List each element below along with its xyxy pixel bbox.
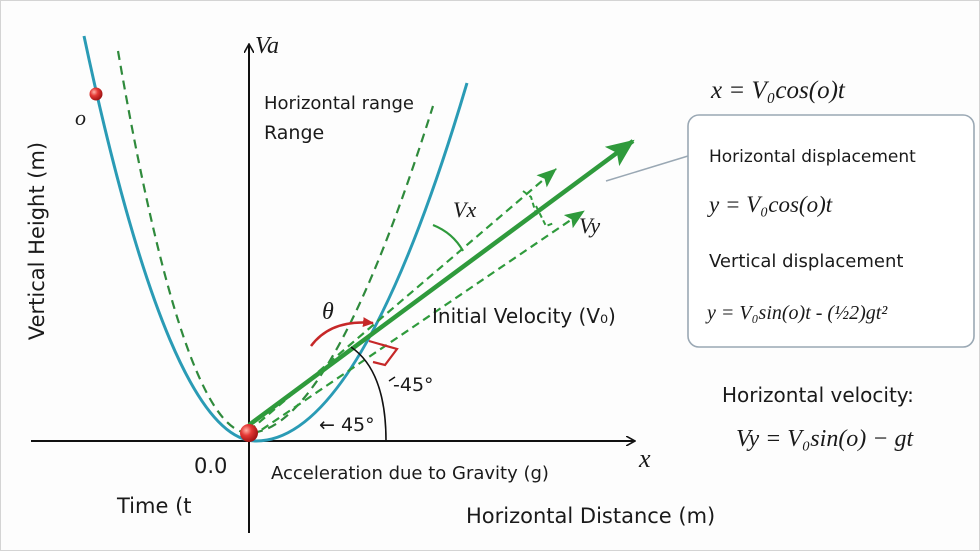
vy-dashed-arrow (250, 210, 585, 438)
initial-velocity-label: Initial Velocity (V₀) (432, 304, 616, 328)
horizontal-axis-title: Horizontal Distance (m) (466, 504, 715, 528)
horizontal-range-label: Horizontal range (264, 93, 414, 114)
theta-rotation-arrow (309, 317, 374, 347)
ball-marker-top (89, 87, 103, 101)
box-horizontal-formula: y = V₀cos(o)t (707, 192, 833, 217)
box-vertical-heading: Vertical displacement (709, 251, 903, 272)
x-axis-symbol: x (638, 444, 651, 473)
equation-top: x = V₀cos(o)t (710, 77, 846, 104)
theta-label: θ (322, 299, 334, 325)
initial-velocity-arrow (247, 139, 635, 427)
trajectory-curve (82, 35, 469, 443)
right-angle-marker (368, 339, 399, 367)
ball-marker-origin (240, 424, 258, 442)
vx-label: Vx (453, 197, 476, 222)
vector-bracket-lower (535, 205, 555, 228)
point-label: o (75, 105, 86, 130)
velocity-heading: Horizontal velocity: (722, 383, 914, 407)
box-vertical-formula: y = V₀sin(o)t - (½2)gt² (705, 302, 888, 324)
vx-dashed-arrow (248, 168, 557, 432)
angle-tick (388, 376, 396, 382)
angle-upper-label: -45° (393, 374, 434, 396)
time-label: Time (t (116, 494, 192, 518)
y-axis-symbol: Va (255, 33, 279, 59)
range-label: Range (264, 122, 324, 144)
angle-arc (350, 346, 387, 442)
vx-angle-arc (432, 223, 464, 252)
vy-label: Vy (579, 213, 600, 238)
box-horizontal-heading: Horizontal displacement (709, 147, 916, 167)
dashed-trajectory-curve (116, 50, 435, 435)
origin-label: 0.0 (194, 454, 227, 478)
callout-connector (605, 155, 689, 182)
angle-lower-label: ← 45° (319, 414, 375, 436)
equation-box (687, 114, 975, 348)
vertical-axis-title: Vertical Height (m) (25, 142, 49, 340)
gravity-label: Acceleration due to Gravity (g) (271, 463, 549, 484)
vector-bracket-upper (522, 190, 538, 218)
velocity-formula: Vy = V₀sin(o) − gt (736, 426, 914, 452)
